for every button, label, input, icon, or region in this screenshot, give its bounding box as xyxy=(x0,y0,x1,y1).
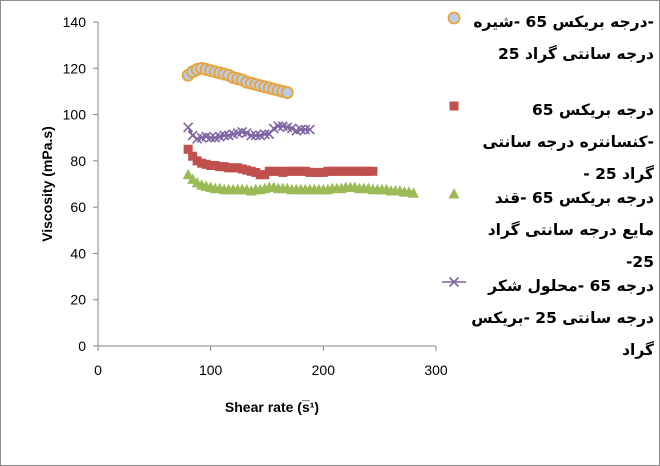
data-point xyxy=(205,132,216,143)
x-tick-label: 100 xyxy=(199,362,223,378)
chart-marks xyxy=(181,61,419,198)
legend-label: درجه بریکس 65 -کنسانتره درجه سانتی گراد … xyxy=(482,101,654,183)
legend-item: -درجه بریکس 65 -شیره درجه سانتی گراد 25 xyxy=(438,6,654,94)
data-point xyxy=(264,166,274,176)
data-point xyxy=(282,166,292,176)
legend-marker-symbol xyxy=(448,276,460,288)
data-point xyxy=(183,122,194,133)
data-point xyxy=(407,187,419,198)
data-point xyxy=(305,167,315,177)
data-point xyxy=(260,170,270,180)
data-point xyxy=(182,168,194,180)
data-point xyxy=(327,166,337,176)
legend-marker xyxy=(448,188,460,199)
chart-axes xyxy=(93,21,437,351)
y-tick-label: 40 xyxy=(70,245,86,261)
data-point xyxy=(354,166,364,176)
data-point xyxy=(291,166,301,176)
y-axis-label: Viscosity (mPa.s) xyxy=(39,126,55,242)
data-point xyxy=(206,160,216,170)
data-point xyxy=(210,160,220,170)
y-tick-label: 80 xyxy=(70,153,86,169)
data-point xyxy=(345,166,355,176)
y-tick-label: 100 xyxy=(63,107,87,123)
data-point xyxy=(323,166,333,176)
data-point xyxy=(300,166,310,176)
data-point xyxy=(278,167,288,177)
data-point xyxy=(255,170,265,180)
y-tick-label: 0 xyxy=(78,338,86,354)
y-tick-label: 20 xyxy=(70,292,86,308)
data-point xyxy=(350,166,360,176)
data-point xyxy=(259,129,270,140)
data-point xyxy=(295,124,306,135)
y-tick-label: 60 xyxy=(70,199,86,215)
data-point xyxy=(336,166,346,176)
data-point xyxy=(368,166,378,176)
data-point xyxy=(228,163,238,173)
data-point xyxy=(314,167,324,177)
data-point xyxy=(197,158,207,168)
data-point xyxy=(219,162,229,172)
series-1 xyxy=(181,61,294,99)
data-point xyxy=(359,166,369,176)
data-point xyxy=(251,167,261,177)
data-point xyxy=(219,130,230,141)
data-point xyxy=(304,124,315,135)
data-point xyxy=(246,130,257,141)
data-point xyxy=(215,162,225,172)
data-point xyxy=(332,166,342,176)
data-point xyxy=(309,167,319,177)
x-axis-label: Shear rate (s̅¹) xyxy=(225,399,319,415)
legend-marker-symbol xyxy=(449,101,459,111)
data-point xyxy=(264,129,275,140)
data-point xyxy=(246,166,256,176)
data-point xyxy=(188,151,198,161)
data-point xyxy=(341,166,351,176)
data-point xyxy=(192,156,202,166)
data-point xyxy=(233,163,243,173)
data-point xyxy=(296,166,306,176)
legend-marker xyxy=(442,276,466,288)
legend-marker xyxy=(449,101,459,111)
x-tick-label: 200 xyxy=(312,362,336,378)
data-point xyxy=(318,167,328,177)
legend-label: -درجه بریکس 65 -شیره درجه سانتی گراد 25 xyxy=(473,13,654,63)
series-2 xyxy=(183,144,378,180)
data-point xyxy=(269,166,279,176)
data-point xyxy=(224,163,234,173)
x-tick-label: 0 xyxy=(94,362,102,378)
data-point xyxy=(287,166,297,176)
chart-legend: -درجه بریکس 65 -شیره درجه سانتی گراد 25 د… xyxy=(438,6,654,359)
legend-item: درجه 65 -محلول شکر درجه سانتی 25 -بریکس … xyxy=(438,270,654,359)
data-point xyxy=(363,166,373,176)
data-point xyxy=(280,86,294,99)
data-point xyxy=(201,159,211,169)
series-3 xyxy=(182,168,419,198)
legend-label: درجه 65 -محلول شکر درجه سانتی 25 -بریکس … xyxy=(471,277,654,359)
y-tick-label: 120 xyxy=(63,60,87,76)
data-point xyxy=(242,165,252,175)
legend-marker-symbol xyxy=(447,11,461,25)
legend-marker-symbol xyxy=(448,188,460,199)
data-point xyxy=(250,130,261,141)
series-4 xyxy=(183,121,315,144)
legend-item: درجه بریکس 65 -قند مایع درجه سانتی گراد … xyxy=(438,182,654,271)
data-point xyxy=(273,166,283,176)
x-tick-label: 300 xyxy=(424,362,448,378)
data-point xyxy=(300,124,311,135)
data-point xyxy=(273,121,284,132)
legend-marker xyxy=(447,11,461,25)
legend-label: درجه بریکس 65 -قند مایع درجه سانتی گراد … xyxy=(487,189,654,271)
legend-item: درجه بریکس 65 -کنسانتره درجه سانتی گراد … xyxy=(438,94,654,183)
chart-tick-labels: 0 20 40 60 80 100 120 140 0 100 200 300 xyxy=(63,14,448,378)
y-tick-label: 140 xyxy=(63,14,87,30)
data-point xyxy=(237,164,247,174)
data-point xyxy=(183,144,193,154)
